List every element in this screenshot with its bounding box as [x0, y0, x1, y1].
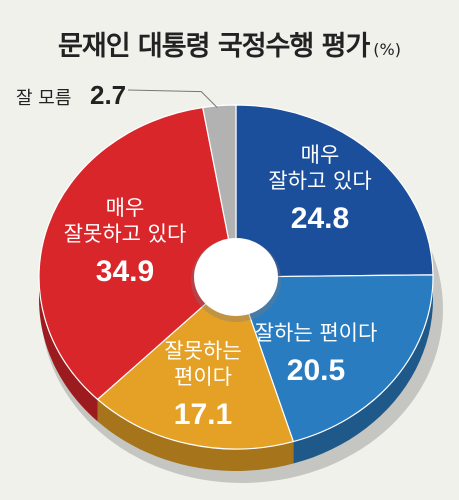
- slice-value-2: 17.1: [174, 398, 232, 431]
- slice-label-0-1: 잘하고 있다: [268, 169, 371, 193]
- slice-value-0: 24.8: [291, 202, 349, 235]
- chart-title-text: 문재인 대통령 국정수행 평가: [58, 31, 370, 62]
- slice-label-0-0: 매우: [301, 143, 340, 167]
- pie-slice-0: [235, 104, 434, 278]
- slice-label-2-0: 잘못하는: [164, 339, 241, 363]
- slice-label-3-0: 매우: [106, 196, 145, 220]
- pie-hole: [194, 238, 278, 316]
- pie-side-1: [293, 277, 433, 464]
- chart-unit: (%): [373, 40, 401, 59]
- pie-slice-3: [38, 106, 237, 401]
- pie-slice-4: [202, 104, 237, 278]
- slice-label-1-0: 잘하는 편이다: [255, 321, 378, 345]
- pie-side-2: [97, 399, 294, 471]
- chart-title: 문재인 대통령 국정수행 평가 (%): [0, 24, 459, 63]
- outside-label-value: 2.7: [90, 80, 126, 110]
- outside-label-name: 잘 모름: [16, 88, 71, 109]
- pie-slice-1: [235, 274, 434, 443]
- pie-slice-2: [96, 275, 295, 450]
- slice-value-3: 34.9: [96, 255, 154, 288]
- slice-label-2-1: 편이다: [174, 365, 232, 389]
- slice-value-1: 20.5: [287, 354, 345, 387]
- slice-label-3-1: 잘못하고 있다: [64, 222, 187, 246]
- leader-line: [127, 89, 218, 108]
